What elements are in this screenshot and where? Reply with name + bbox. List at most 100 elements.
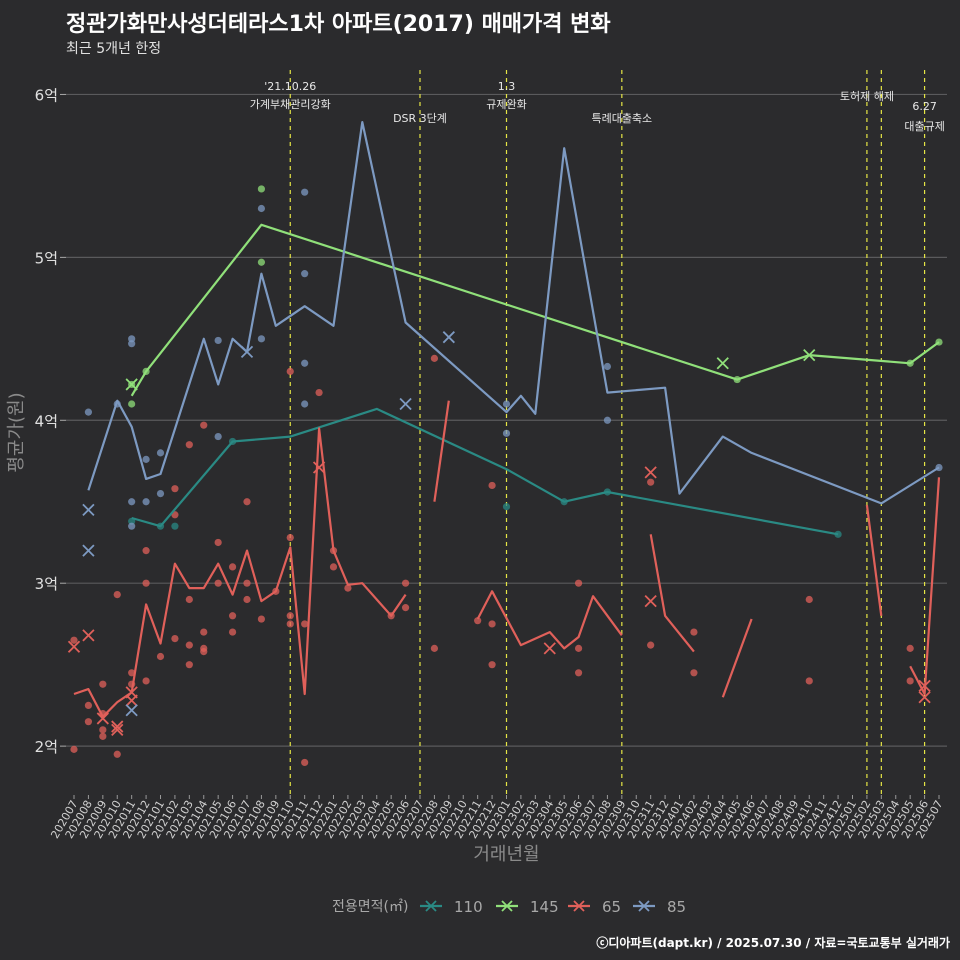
data-point: [142, 547, 150, 555]
data-point: [99, 726, 107, 734]
cross-marker: [82, 544, 95, 557]
data-point: [84, 408, 93, 416]
legend-cross: [425, 900, 437, 912]
chart-title: 정관가화만사성더테라스1차 아파트(2017) 매매가격 변화: [66, 12, 611, 37]
data-point: [84, 718, 93, 726]
cross-marker: [442, 331, 455, 344]
data-point: [488, 620, 496, 628]
cross-marker: [82, 503, 95, 517]
data-point: [574, 669, 583, 677]
data-point: [128, 400, 136, 408]
data-point: [214, 538, 222, 547]
data-point: [603, 416, 612, 424]
data-point: [329, 563, 338, 571]
data-point: [185, 661, 193, 669]
data-point: [142, 579, 150, 587]
data-point: [156, 449, 165, 457]
data-point: [430, 644, 439, 652]
series-line: [130, 223, 940, 397]
data-point: [228, 563, 237, 571]
cross-marker: [918, 679, 931, 692]
data-point: [171, 522, 179, 530]
data-point: [301, 400, 309, 408]
data-point: [906, 677, 914, 685]
data-point: [257, 258, 266, 266]
data-point: [228, 612, 237, 620]
legend-cross: [501, 900, 513, 912]
event-label: '21.10.26: [264, 80, 316, 93]
event-label: 가계부채관리강화: [250, 98, 331, 111]
data-point: [228, 628, 237, 636]
data-point: [574, 579, 583, 587]
y-tick-label: 6억: [35, 86, 58, 104]
data-point: [84, 701, 93, 709]
data-point: [200, 421, 208, 429]
data-point: [344, 584, 352, 592]
data-point: [128, 669, 136, 677]
data-point: [200, 648, 208, 656]
data-point: [99, 732, 107, 740]
data-point: [286, 367, 294, 376]
data-point: [488, 661, 496, 669]
event-label: 특례대출축소: [591, 112, 652, 125]
data-point: [142, 455, 150, 463]
cross-marker: [716, 357, 729, 370]
data-point: [301, 758, 309, 767]
cross-marker: [240, 345, 254, 358]
data-point: [647, 641, 655, 649]
data-point: [301, 359, 309, 367]
data-point: [243, 579, 251, 587]
data-point: [301, 620, 309, 628]
legend-label: 85: [667, 898, 686, 916]
y-tick-label: 5억: [35, 249, 58, 267]
cross-marker: [96, 712, 109, 725]
data-point: [805, 595, 813, 604]
cross-marker: [125, 704, 138, 717]
data-point: [113, 591, 121, 599]
cross-marker: [644, 594, 657, 608]
series-line: [909, 477, 941, 696]
series-line: [649, 534, 695, 653]
cross-marker: [312, 461, 326, 474]
data-point: [70, 636, 78, 644]
series-line: [865, 504, 883, 616]
data-point: [171, 485, 179, 493]
data-point: [690, 628, 698, 636]
data-point: [647, 478, 655, 486]
data-point: [690, 669, 698, 677]
y-tick-label: 3억: [35, 575, 58, 593]
data-point: [488, 481, 496, 490]
data-point: [502, 429, 511, 437]
event-label: 6.27: [912, 100, 937, 113]
data-point: [200, 628, 208, 636]
data-point: [574, 644, 583, 652]
data-point: [243, 498, 251, 506]
data-point: [301, 270, 309, 278]
legend-cross: [573, 900, 585, 912]
data-point: [906, 644, 914, 652]
legend-title: 전용면적(㎡): [332, 899, 408, 915]
event-label: DSR 3단계: [393, 112, 447, 125]
data-point: [474, 617, 482, 625]
data-point: [128, 522, 136, 530]
data-point: [128, 340, 136, 348]
cross-marker: [111, 723, 124, 736]
legend-label: 110: [454, 898, 483, 916]
y-axis-title: 평균가(원): [6, 392, 27, 472]
series-line: [87, 121, 940, 505]
data-point: [142, 498, 150, 506]
series-line: [433, 400, 450, 502]
data-point: [185, 441, 193, 449]
data-point: [257, 615, 266, 623]
chart-subtitle: 최근 5개년 한정: [66, 41, 162, 57]
data-point: [315, 388, 323, 397]
series-line: [721, 618, 753, 698]
legend-cross: [638, 900, 650, 912]
event-label: 규제완화: [486, 98, 526, 111]
data-point: [243, 595, 251, 604]
cross-marker: [644, 466, 657, 479]
cross-marker: [399, 397, 412, 411]
data-point: [156, 489, 165, 498]
legend-label: 145: [530, 898, 559, 916]
